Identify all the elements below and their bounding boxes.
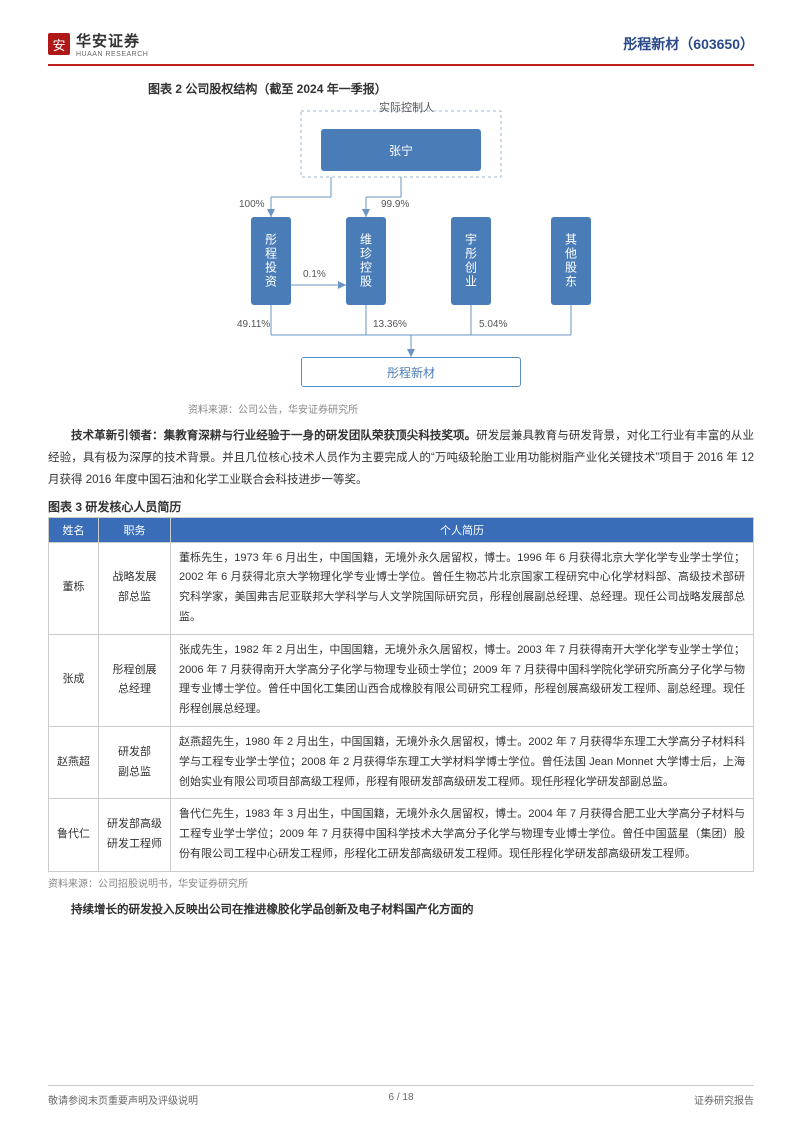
paragraph-tech-leader: 技术革新引领者：集教育深耕与行业经验于一身的研发团队荣获顶尖科技奖项。研发层兼具… [48,426,754,492]
table-row: 赵燕超研发部副总监赵燕超先生，1980 年 2 月出生，中国国籍，无境外永久居留… [49,726,754,798]
table-row: 张成彤程创展总经理张成先生，1982 年 2 月出生，中国国籍，无境外永久居留权… [49,634,754,726]
footer-page-number: 6 / 18 [388,1092,413,1103]
table3-title: 图表 3 研发核心人员简历 [48,498,754,515]
page-header: 安 华安证券 HUAAN RESEARCH 彤程新材（603650） [48,30,754,66]
cell-role: 战略发展部总监 [99,542,171,634]
edge-999: 99.9% [381,199,409,210]
footer-right: 证券研究报告 [694,1092,754,1107]
node-other: 其他股东 [551,217,591,305]
cell-role: 彤程创展总经理 [99,634,171,726]
cell-name: 董栎 [49,542,99,634]
col-role: 职务 [99,517,171,542]
edge-100: 100% [239,199,265,210]
para2-lead: 持续增长的研发投入反映出公司在推进橡胶化学品创新及电子材料国产化方面的 [71,904,474,916]
cell-name: 鲁代仁 [49,799,99,871]
page-footer: 敬请参阅末页重要声明及评级说明 6 / 18 证券研究报告 [48,1085,754,1107]
edge-504: 5.04% [479,319,507,330]
cell-bio: 董栎先生，1973 年 6 月出生，中国国籍，无境外永久居留权，博士。1996 … [171,542,754,634]
brand-logo: 安 华安证券 HUAAN RESEARCH [48,30,148,58]
node-yutong: 宇彤创业 [451,217,491,305]
edge-4911: 49.11% [237,319,270,330]
edge-1336: 13.36% [373,319,407,330]
brand-name-en: HUAAN RESEARCH [76,51,148,58]
cell-name: 赵燕超 [49,726,99,798]
cell-name: 张成 [49,634,99,726]
cell-role: 研发部副总监 [99,726,171,798]
cell-role: 研发部高级研发工程师 [99,799,171,871]
table-row: 董栎战略发展部总监董栎先生，1973 年 6 月出生，中国国籍，无境外永久居留权… [49,542,754,634]
para1-lead: 技术革新引领者：集教育深耕与行业经验于一身的研发团队荣获顶尖科技奖项。 [71,430,476,442]
cell-bio: 张成先生，1982 年 2 月出生，中国国籍，无境外永久居留权，博士。2003 … [171,634,754,726]
node-weizhen: 维珍控股 [346,217,386,305]
ownership-diagram: 实际控制人 张宁 彤程投资 维珍控股 宇彤创业 其他股东 彤程新材 100% 9… [151,105,651,395]
logo-icon: 安 [48,33,70,55]
paragraph-rd-invest: 持续增长的研发投入反映出公司在推进橡胶化学品创新及电子材料国产化方面的 [48,900,754,922]
doc-company-code: 彤程新材（603650） [623,34,754,54]
edge-01: 0.1% [303,269,326,280]
cell-bio: 赵燕超先生，1980 年 2 月出生，中国国籍，无境外永久居留权，博士。2002… [171,726,754,798]
node-zhangning: 张宁 [321,129,481,171]
col-bio: 个人简历 [171,517,754,542]
node-tc-invest: 彤程投资 [251,217,291,305]
table3-source: 资料来源：公司招股说明书，华安证券研究所 [48,875,754,890]
brand-name-cn: 华安证券 [76,30,148,51]
node-tc-xincai: 彤程新材 [301,357,521,387]
chart2-source: 资料来源：公司公告，华安证券研究所 [188,401,754,416]
controller-label: 实际控制人 [379,99,434,115]
cell-bio: 鲁代仁先生，1983 年 3 月出生，中国国籍，无境外永久居留权，博士。2004… [171,799,754,871]
footer-left: 敬请参阅末页重要声明及评级说明 [48,1092,198,1107]
table-row: 鲁代仁研发部高级研发工程师鲁代仁先生，1983 年 3 月出生，中国国籍，无境外… [49,799,754,871]
chart2-title: 图表 2 公司股权结构（截至 2024 年一季报） [148,80,754,97]
col-name: 姓名 [49,517,99,542]
bio-table: 姓名 职务 个人简历 董栎战略发展部总监董栎先生，1973 年 6 月出生，中国… [48,517,754,872]
